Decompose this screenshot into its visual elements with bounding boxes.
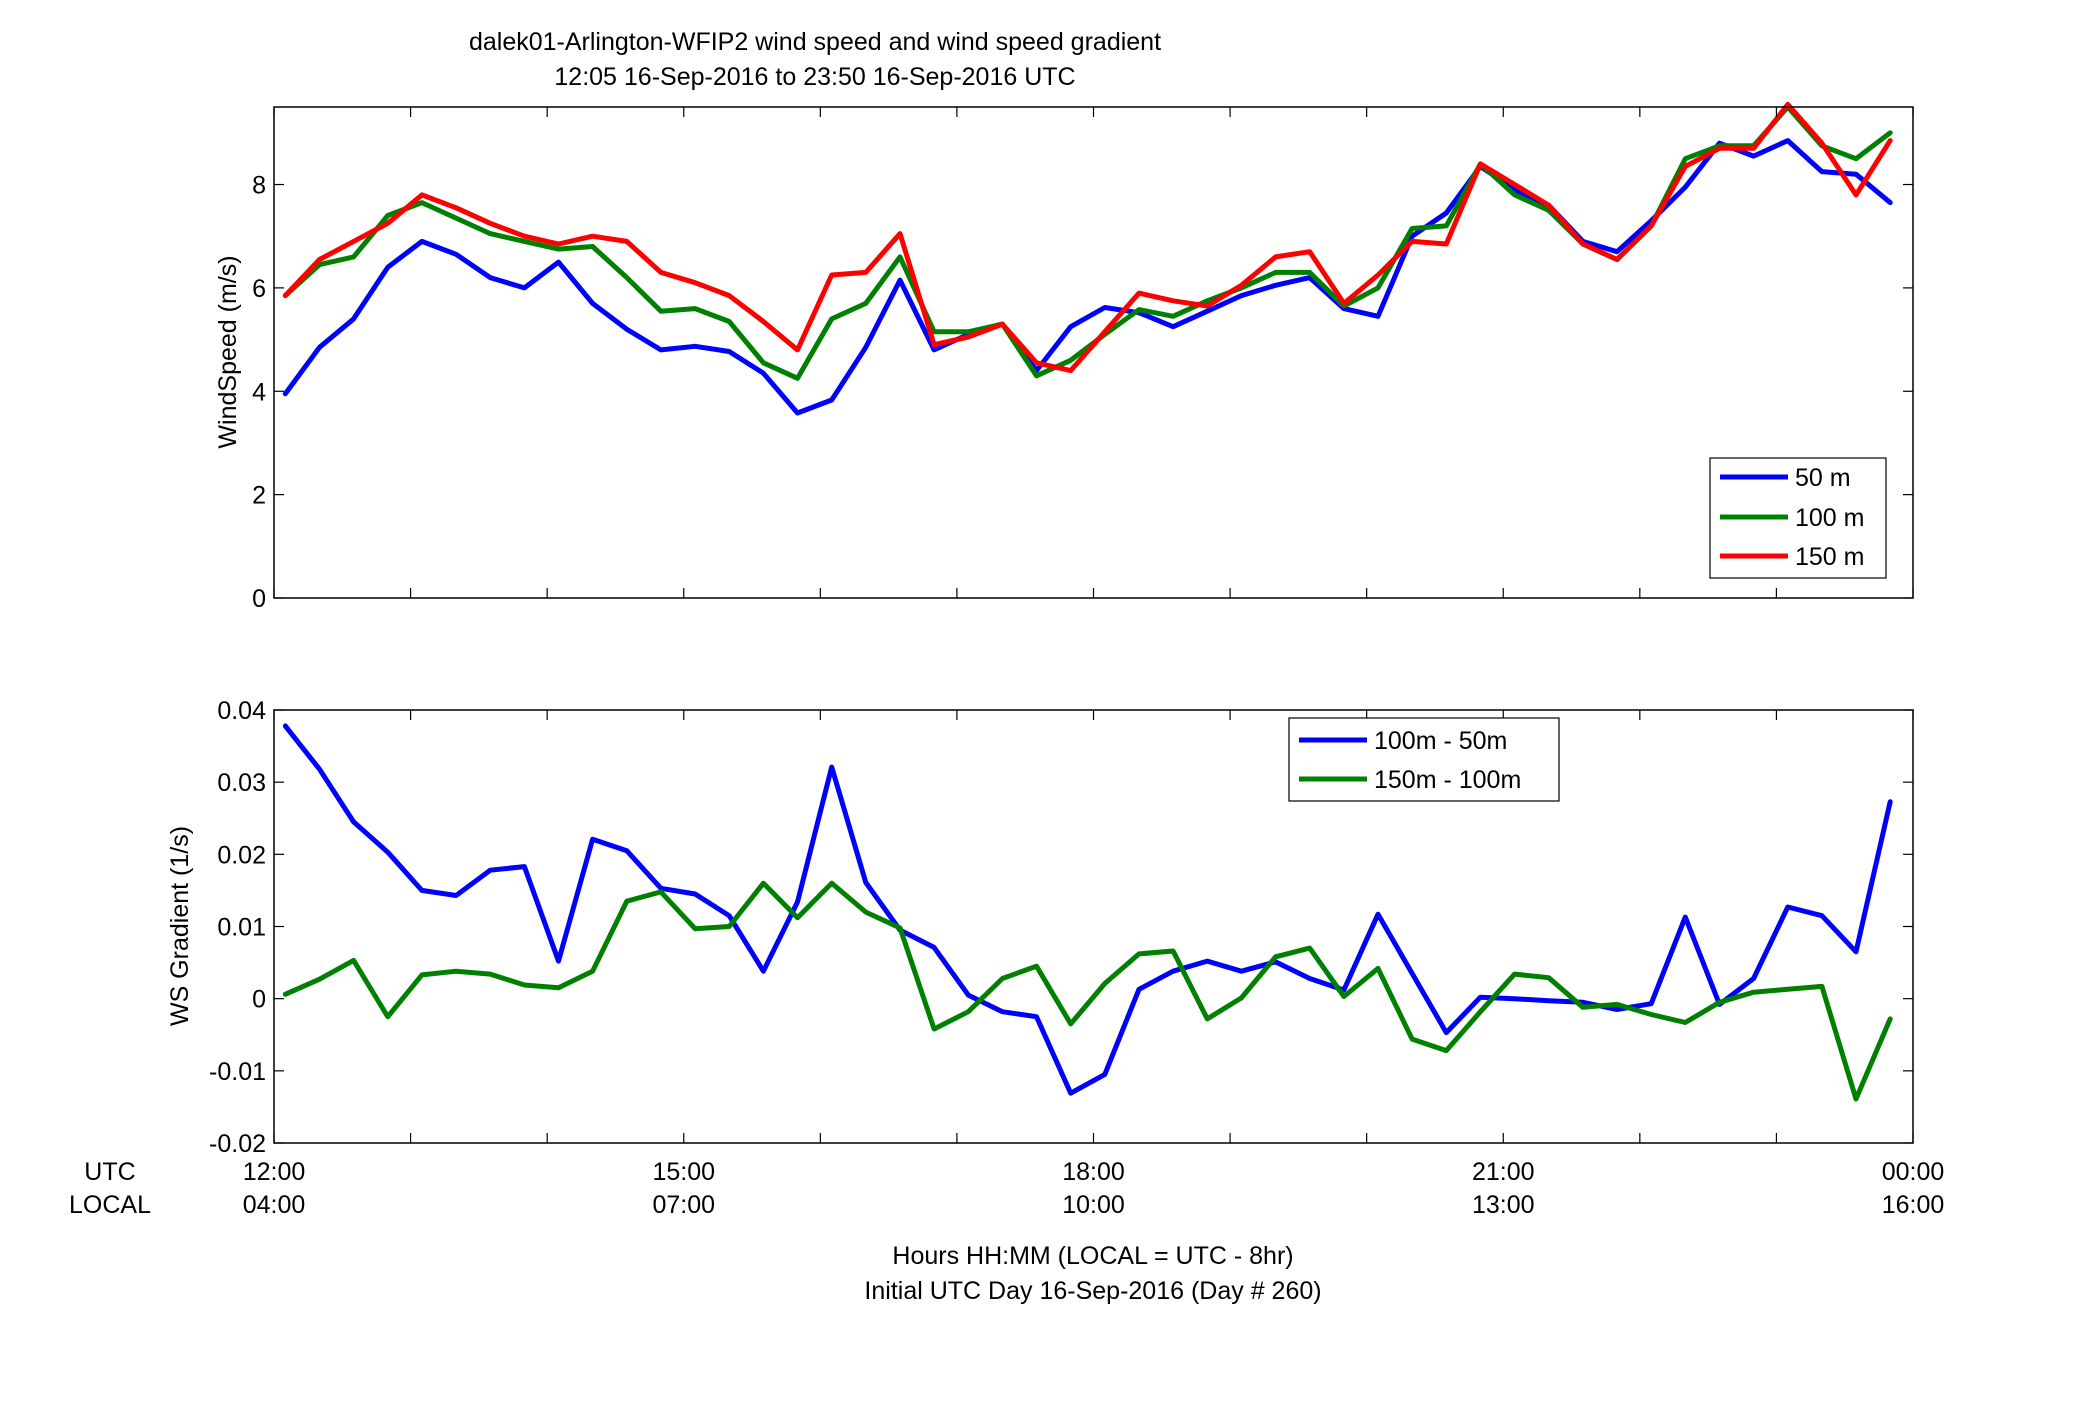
chart-title-line2: 12:05 16-Sep-2016 to 23:50 16-Sep-2016 U… <box>554 63 1075 91</box>
legend-label-150m-100m: 150m - 100m <box>1374 766 1521 794</box>
gradient-ytick-label: 0.04 <box>217 697 266 725</box>
local-tick-label: 07:00 <box>652 1191 715 1219</box>
local-row-label: LOCAL <box>69 1191 151 1219</box>
gradient-legend: 100m - 50m 150m - 100m <box>1288 717 1560 802</box>
local-tick-label: 16:00 <box>1882 1191 1945 1219</box>
gradient-ytick-label: 0.01 <box>217 914 266 942</box>
local-tick-label: 10:00 <box>1062 1191 1125 1219</box>
windspeed-series-line-50-m <box>282 138 1893 416</box>
gradient-plot: -0.02 -0.01 0 0.01 0.02 0.03 0.04 WS Gradient … <box>166 697 1914 1158</box>
utc-tick-label: 21:00 <box>1472 1158 1535 1186</box>
legend-label-150m: 150 m <box>1795 543 1864 571</box>
xlabel-line1: Hours HH:MM (LOCAL = UTC - 8hr) <box>892 1242 1293 1270</box>
legend-label-50m: 50 m <box>1795 464 1851 492</box>
windspeed-ytick-label: 4 <box>252 378 266 406</box>
utc-tick-label: 15:00 <box>652 1158 715 1186</box>
local-tick-label: 13:00 <box>1472 1191 1535 1219</box>
windspeed-series-line-150-m <box>282 101 1893 374</box>
xlabel-line2: Initial UTC Day 16-Sep-2016 (Day # 260) <box>864 1277 1321 1305</box>
gradient-legend-box <box>1288 717 1560 802</box>
gradient-ytick-label: 0.02 <box>217 841 266 869</box>
utc-row-label: UTC <box>84 1158 135 1186</box>
windspeed-ytick-label: 2 <box>252 482 266 510</box>
x-tick-labels: 12:00 15:00 18:00 21:00 00:00 04:00 07:00 10:00… <box>243 1158 1945 1219</box>
windspeed-legend: 50 m 100 m 150 m <box>1709 457 1887 579</box>
windspeed-ylabel: WindSpeed (m/s) <box>214 255 242 448</box>
chart-title-line1: dalek01-Arlington-WFIP2 wind speed and w… <box>469 28 1161 56</box>
gradient-ticks-layer: -0.02 -0.01 0 0.01 0.02 0.03 0.04 <box>209 697 1914 1158</box>
windspeed-series-layer <box>282 101 1893 416</box>
gradient-ytick-label: -0.02 <box>209 1130 266 1158</box>
windspeed-ytick-label: 8 <box>252 172 266 200</box>
utc-tick-label: 00:00 <box>1882 1158 1945 1186</box>
legend-label-100m: 100 m <box>1795 504 1864 532</box>
gradient-ytick-label: -0.01 <box>209 1058 266 1086</box>
utc-tick-label: 18:00 <box>1062 1158 1125 1186</box>
windspeed-ytick-label: 6 <box>252 275 266 303</box>
gradient-ytick-label: 0.03 <box>217 769 266 797</box>
gradient-series-layer <box>282 723 1893 1102</box>
windspeed-ytick-label: 0 <box>252 585 266 613</box>
gradient-ylabel: WS Gradient (1/s) <box>166 826 194 1026</box>
local-tick-label: 04:00 <box>243 1191 306 1219</box>
gradient-ytick-label: 0 <box>252 986 266 1014</box>
gradient-series-line-150m-100m <box>282 880 1893 1102</box>
legend-label-100m-50m: 100m - 50m <box>1374 727 1507 755</box>
windspeed-plot: 0 2 4 6 8 WindSpeed (m/s) 50 m 100 m 150 m <box>214 101 1914 613</box>
windspeed-ticks-layer: 0 2 4 6 8 <box>252 107 1914 613</box>
utc-tick-label: 12:00 <box>243 1158 306 1186</box>
